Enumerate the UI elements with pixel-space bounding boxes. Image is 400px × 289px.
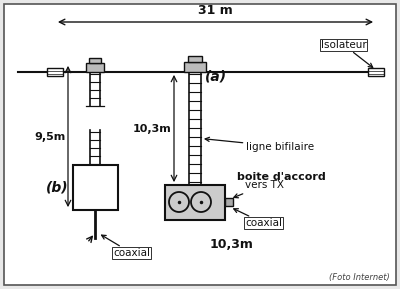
- Text: 31 m: 31 m: [198, 4, 233, 17]
- Text: 10,3m: 10,3m: [210, 238, 254, 251]
- Bar: [165, 185, 225, 220]
- Bar: [368, 68, 384, 76]
- Bar: [188, 56, 202, 62]
- Bar: [73, 165, 118, 210]
- Bar: [225, 198, 233, 206]
- Bar: [89, 58, 101, 63]
- Text: 10,3m: 10,3m: [132, 123, 171, 134]
- Text: coaxial: coaxial: [234, 209, 282, 228]
- Text: boite d'accord: boite d'accord: [237, 172, 326, 182]
- Bar: [86, 63, 104, 72]
- Text: 9,5m: 9,5m: [35, 131, 66, 142]
- Bar: [184, 62, 206, 72]
- Text: vers TX: vers TX: [234, 180, 284, 198]
- Text: coaxial: coaxial: [102, 235, 150, 258]
- Text: (a): (a): [205, 70, 227, 84]
- Text: ligne bifilaire: ligne bifilaire: [205, 137, 314, 151]
- Text: (Foto Internet): (Foto Internet): [329, 273, 390, 282]
- Bar: [47, 68, 63, 76]
- Text: (b): (b): [46, 181, 69, 194]
- Text: Isolateur: Isolateur: [321, 40, 373, 67]
